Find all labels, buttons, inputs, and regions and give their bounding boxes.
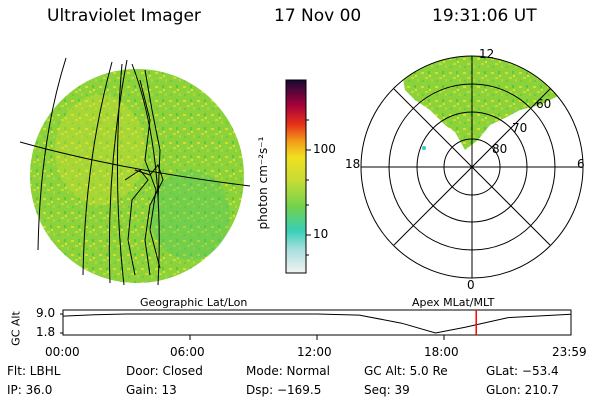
geo-longitude-value: GLon: 210.7: [486, 383, 559, 397]
filter-value: Flt: LBHL: [7, 364, 61, 378]
altitude-ytick-high: 9.0: [36, 306, 56, 320]
altitude-strip: [60, 309, 572, 340]
polar-panel-caption: Apex MLat/MLT: [412, 296, 495, 309]
gain-value: Gain: 13: [126, 383, 177, 397]
colorbar-unit-label: photon cm⁻²s⁻¹: [256, 136, 270, 230]
instrument-title: Ultraviolet Imager: [47, 6, 201, 26]
mlt-label-12: 12: [479, 47, 495, 61]
sequence-value: Seq: 39: [364, 383, 410, 397]
altitude-axis-label: GC Alt: [9, 311, 23, 346]
mlt-label-0: 0: [467, 278, 475, 292]
mlt-label-6: 6: [577, 157, 585, 171]
geographic-grid-lines: [19, 57, 251, 286]
door-status: Door: Closed: [126, 364, 203, 378]
mlat-label-70: 70: [512, 121, 528, 135]
colorbar: [285, 79, 307, 274]
mlat-label-80: 80: [492, 142, 508, 156]
time-label: 19:31:06 UT: [432, 6, 537, 26]
time-tick-1800: 18:00: [424, 345, 459, 359]
colorbar-tick-10: 10: [313, 227, 329, 241]
time-tick-2359: 23:59: [552, 345, 587, 359]
time-tick-0600: 06:00: [170, 345, 205, 359]
left-panel-caption: Geographic Lat/Lon: [140, 296, 248, 309]
altitude-curve: [62, 313, 571, 334]
earth-disk-image: [30, 69, 244, 283]
polar-plot: [360, 55, 584, 279]
time-tick-1200: 12:00: [297, 345, 332, 359]
date-label: 17 Nov 00: [274, 6, 362, 26]
ip-value: IP: 36.0: [7, 383, 53, 397]
mode-value: Mode: Normal: [246, 364, 330, 378]
mlt-label-18: 18: [345, 157, 361, 171]
time-tick-0000: 00:00: [45, 345, 80, 359]
altitude-ytick-low: 1.8: [36, 325, 56, 339]
mlat-label-60: 60: [536, 97, 552, 111]
gc-altitude-value: GC Alt: 5.0 Re: [364, 364, 448, 378]
dsp-value: Dsp: −169.5: [246, 383, 322, 397]
colorbar-tick-100: 100: [313, 142, 336, 156]
geo-latitude-value: GLat: −53.4: [486, 364, 559, 378]
